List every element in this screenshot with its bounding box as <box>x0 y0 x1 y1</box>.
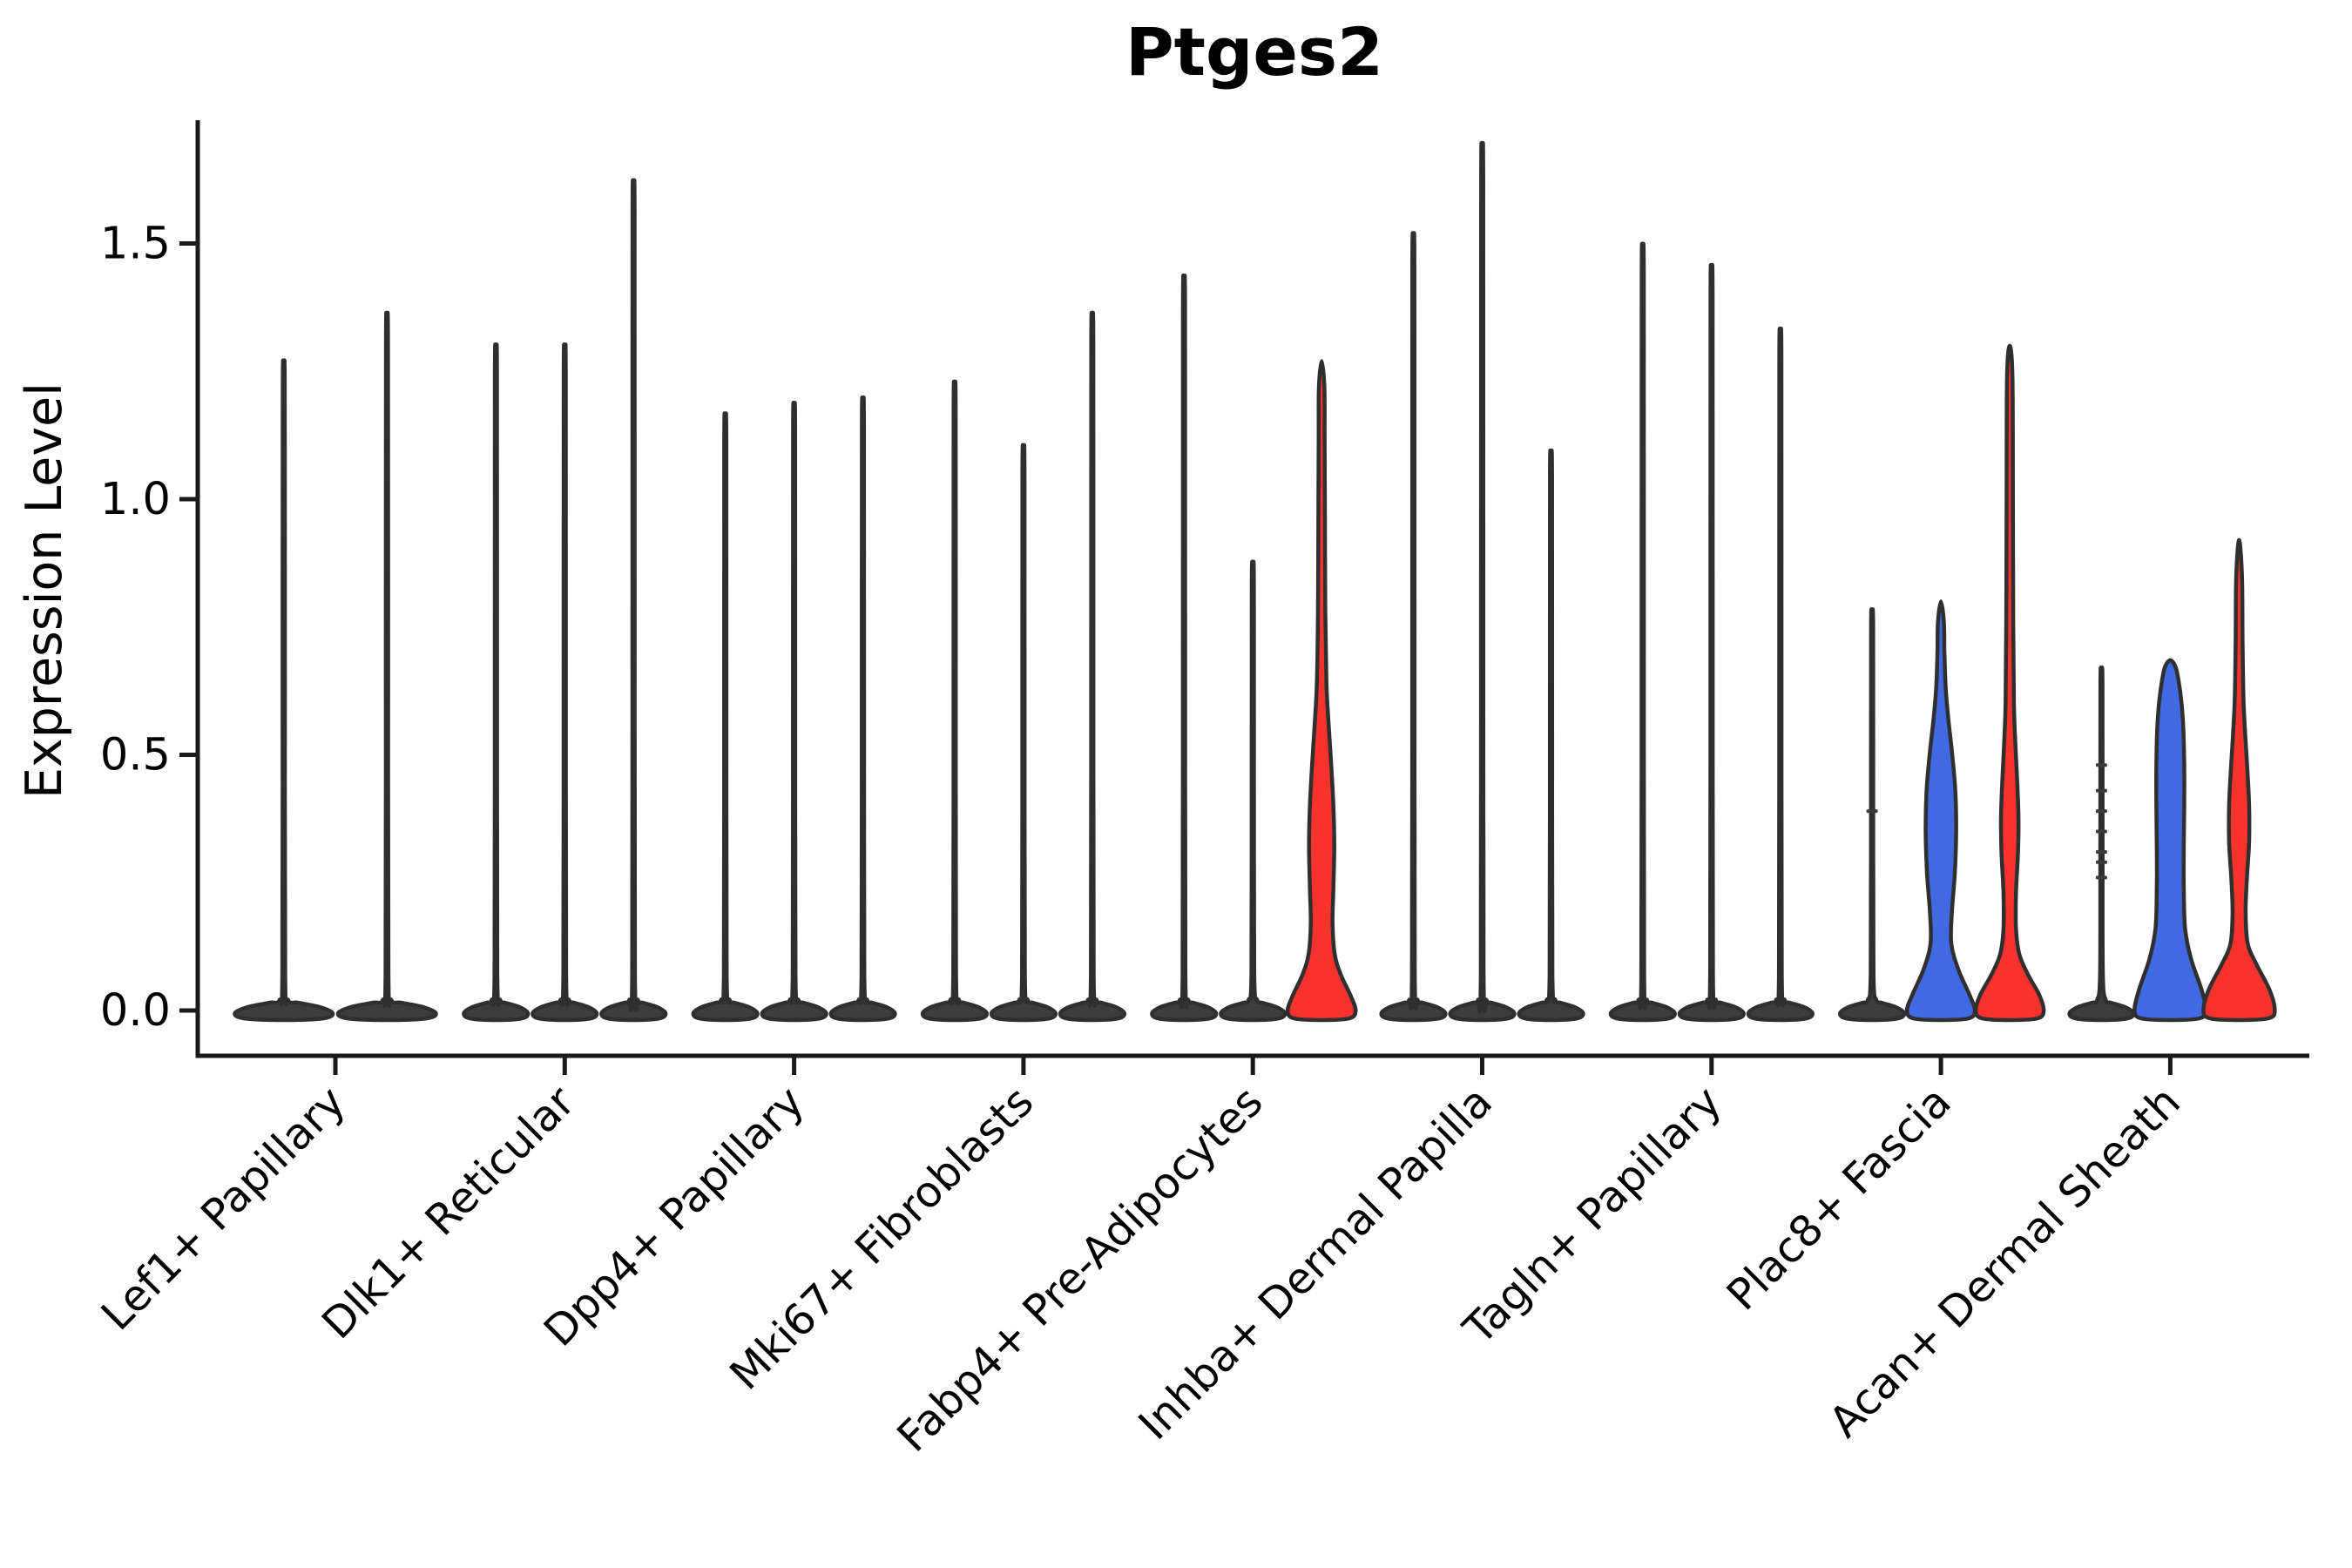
violin-black <box>1677 263 1746 1023</box>
x-tick-label: Fabp4+ Pre-Adipocytes <box>888 1077 1273 1462</box>
y-tick-label: 0.5 <box>100 730 171 781</box>
data-point-dash <box>2095 875 2107 880</box>
violin-black <box>1379 231 1448 1023</box>
violin-black <box>2067 666 2136 1023</box>
violin-blue <box>1904 599 1977 1023</box>
violin-black <box>1058 310 1127 1023</box>
violin-red <box>1285 359 1358 1023</box>
violin-black <box>920 379 990 1023</box>
data-point-dash <box>2095 860 2107 864</box>
violin-black <box>599 178 668 1023</box>
x-tick-label: Plac8+ Fascia <box>1717 1077 1960 1320</box>
violin-blue <box>2132 658 2208 1023</box>
chart-title: Ptges2 <box>1125 13 1383 91</box>
data-point-dash <box>2095 809 2107 814</box>
y-tick-label: 0.0 <box>100 985 171 1037</box>
data-point-dash <box>2095 788 2107 793</box>
violin-black <box>233 358 335 1023</box>
violin-black <box>1448 140 1517 1023</box>
violin-black <box>1608 241 1677 1023</box>
data-point-dash <box>2095 829 2107 834</box>
x-tick-label: Dlk1+ Reticular <box>313 1077 585 1349</box>
violin-black <box>989 443 1058 1023</box>
data-point-dash <box>2095 763 2107 767</box>
violin-black <box>1150 274 1219 1023</box>
violin-black <box>691 411 760 1023</box>
violins <box>233 140 2277 1023</box>
violin-black <box>1219 559 1288 1023</box>
y-tick-label: 1.0 <box>100 474 171 525</box>
violin-red <box>2201 537 2277 1023</box>
violin-black <box>828 395 897 1023</box>
violin-red <box>1973 343 2046 1023</box>
violin-black <box>531 342 599 1023</box>
x-tick-label: Lef1+ Papillary <box>91 1077 355 1340</box>
data-point-dash <box>1866 809 1878 814</box>
data-point-dash <box>2095 850 2107 855</box>
violin-black <box>1746 326 1815 1023</box>
violin-black <box>335 310 438 1023</box>
y-tick-label: 1.5 <box>100 219 171 270</box>
y-axis-label: Expression Level <box>16 382 73 799</box>
violin-black <box>462 342 531 1023</box>
violin-black <box>760 401 828 1023</box>
violin-black <box>1517 448 1585 1023</box>
violin-black <box>1838 607 1907 1023</box>
